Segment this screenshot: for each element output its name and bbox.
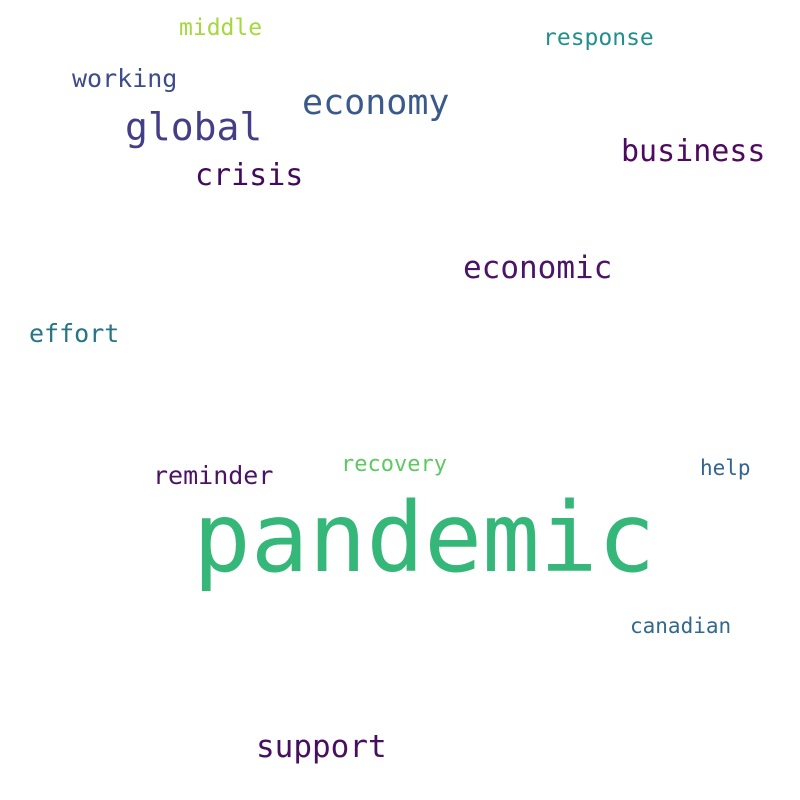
word-economy: economy xyxy=(302,83,450,123)
word-crisis: crisis xyxy=(195,158,304,193)
word-middle: middle xyxy=(179,15,263,41)
word-reminder: reminder xyxy=(153,461,274,490)
word-canadian: canadian xyxy=(630,614,732,638)
word-effort: effort xyxy=(29,319,120,348)
word-working: working xyxy=(72,64,178,93)
word-response: response xyxy=(543,25,654,51)
word-business: business xyxy=(621,134,766,169)
word-help: help xyxy=(700,456,751,480)
word-recovery: recovery xyxy=(341,452,447,477)
word-support: support xyxy=(256,729,387,765)
word-global: global xyxy=(125,105,263,149)
word-pandemic: pandemic xyxy=(193,482,656,594)
word-economic: economic xyxy=(463,250,613,286)
